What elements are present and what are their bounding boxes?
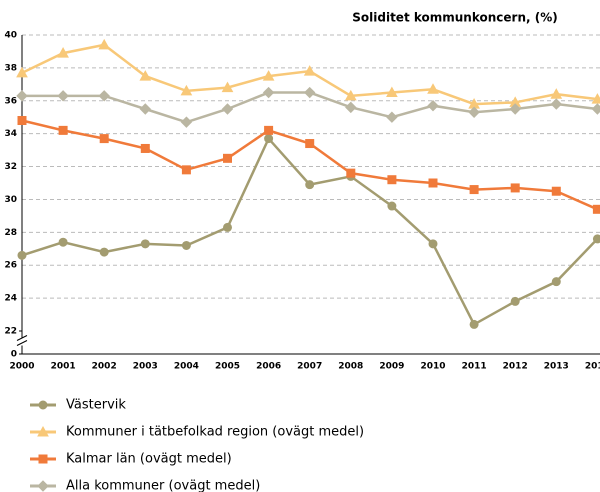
data-point [140,143,150,153]
data-point [468,106,480,118]
data-point [386,111,398,123]
data-point [264,125,274,135]
data-point [386,86,398,98]
axis-break [17,337,27,346]
data-point [344,89,357,101]
data-point [387,175,397,185]
data-point [139,103,152,115]
data-point [17,116,27,126]
data-point [223,153,232,163]
x-tick-label: 2001 [51,362,76,372]
legend-label: Kommuner i tätbefolkad region (ovägt med… [66,425,364,440]
x-tick-label: 2011 [462,362,487,372]
x-tick-label: 2004 [174,362,199,372]
legend-marker [37,425,49,437]
data-point [262,86,275,99]
data-point [221,103,234,115]
data-point [427,100,439,112]
data-point [140,239,150,249]
x-tick-label: 2005 [215,362,240,372]
x-tick-label: 2012 [503,362,528,372]
data-point [139,70,152,81]
data-point [223,222,232,232]
y-tick-label: 34 [4,129,17,139]
y-tick-label: 28 [4,228,17,238]
x-tick-label: 2008 [338,362,363,372]
data-point [99,247,109,257]
data-point [510,183,520,193]
data-point [57,47,69,58]
legend-marker [38,454,48,464]
data-point [17,250,27,260]
x-tick-label: 2009 [379,362,404,372]
legend-label: Kalmar län (ovägt medel) [66,452,232,467]
chart-subtitle: Soliditet kommunkoncern, (%) [352,11,558,25]
data-point [551,186,561,196]
y-tick-label: 22 [4,327,17,337]
y-tick-label: 30 [4,195,17,205]
legend-label: Alla kommuner (ovägt medel) [66,479,260,492]
y-tick-label: 0 [11,350,17,360]
axis-break [16,335,28,346]
legend-label: Västervik [66,398,126,413]
data-point [180,84,193,96]
data-point [58,125,68,135]
x-tick-label: 2006 [256,362,281,372]
data-point [551,277,561,287]
data-point [592,234,600,244]
y-tick-label: 26 [4,261,17,271]
data-point [591,103,600,115]
x-tick-label: 2013 [544,362,569,372]
data-point [592,204,600,214]
data-point [181,240,191,250]
data-point [99,134,109,144]
data-point [58,237,68,247]
y-tick-label: 32 [4,162,17,172]
data-point [469,185,479,195]
data-point [181,165,191,175]
y-tick-label: 40 [4,31,17,41]
data-point [346,168,356,178]
data-point [98,90,110,102]
data-point [550,88,563,99]
data-point [345,101,357,114]
x-tick-label: 2003 [133,362,158,372]
x-tick-label: 2000 [9,362,34,372]
data-point [510,296,520,306]
data-point [264,134,274,144]
x-tick-label: 2002 [92,362,117,372]
data-point [221,81,234,93]
data-point [509,103,521,115]
y-tick-label: 36 [4,96,17,106]
data-point [427,83,439,94]
y-tick-label: 24 [4,294,17,304]
data-point [303,86,316,99]
data-point [98,38,111,50]
data-point [303,65,316,76]
data-point [469,319,479,329]
data-point [305,180,315,190]
data-point [16,66,28,78]
data-point [387,201,397,211]
legend-marker [37,480,49,492]
x-tick-label: 2010 [420,362,445,372]
x-tick-label: 2014 [585,362,600,372]
data-point [305,139,315,149]
data-point [180,116,193,128]
data-point [428,178,438,188]
y-tick-label: 38 [4,63,17,73]
data-point [550,98,563,110]
data-point [428,239,438,249]
data-point [57,90,69,102]
data-point [262,70,275,81]
x-tick-label: 2007 [297,362,322,372]
data-point [16,90,28,102]
legend-marker [38,400,48,410]
